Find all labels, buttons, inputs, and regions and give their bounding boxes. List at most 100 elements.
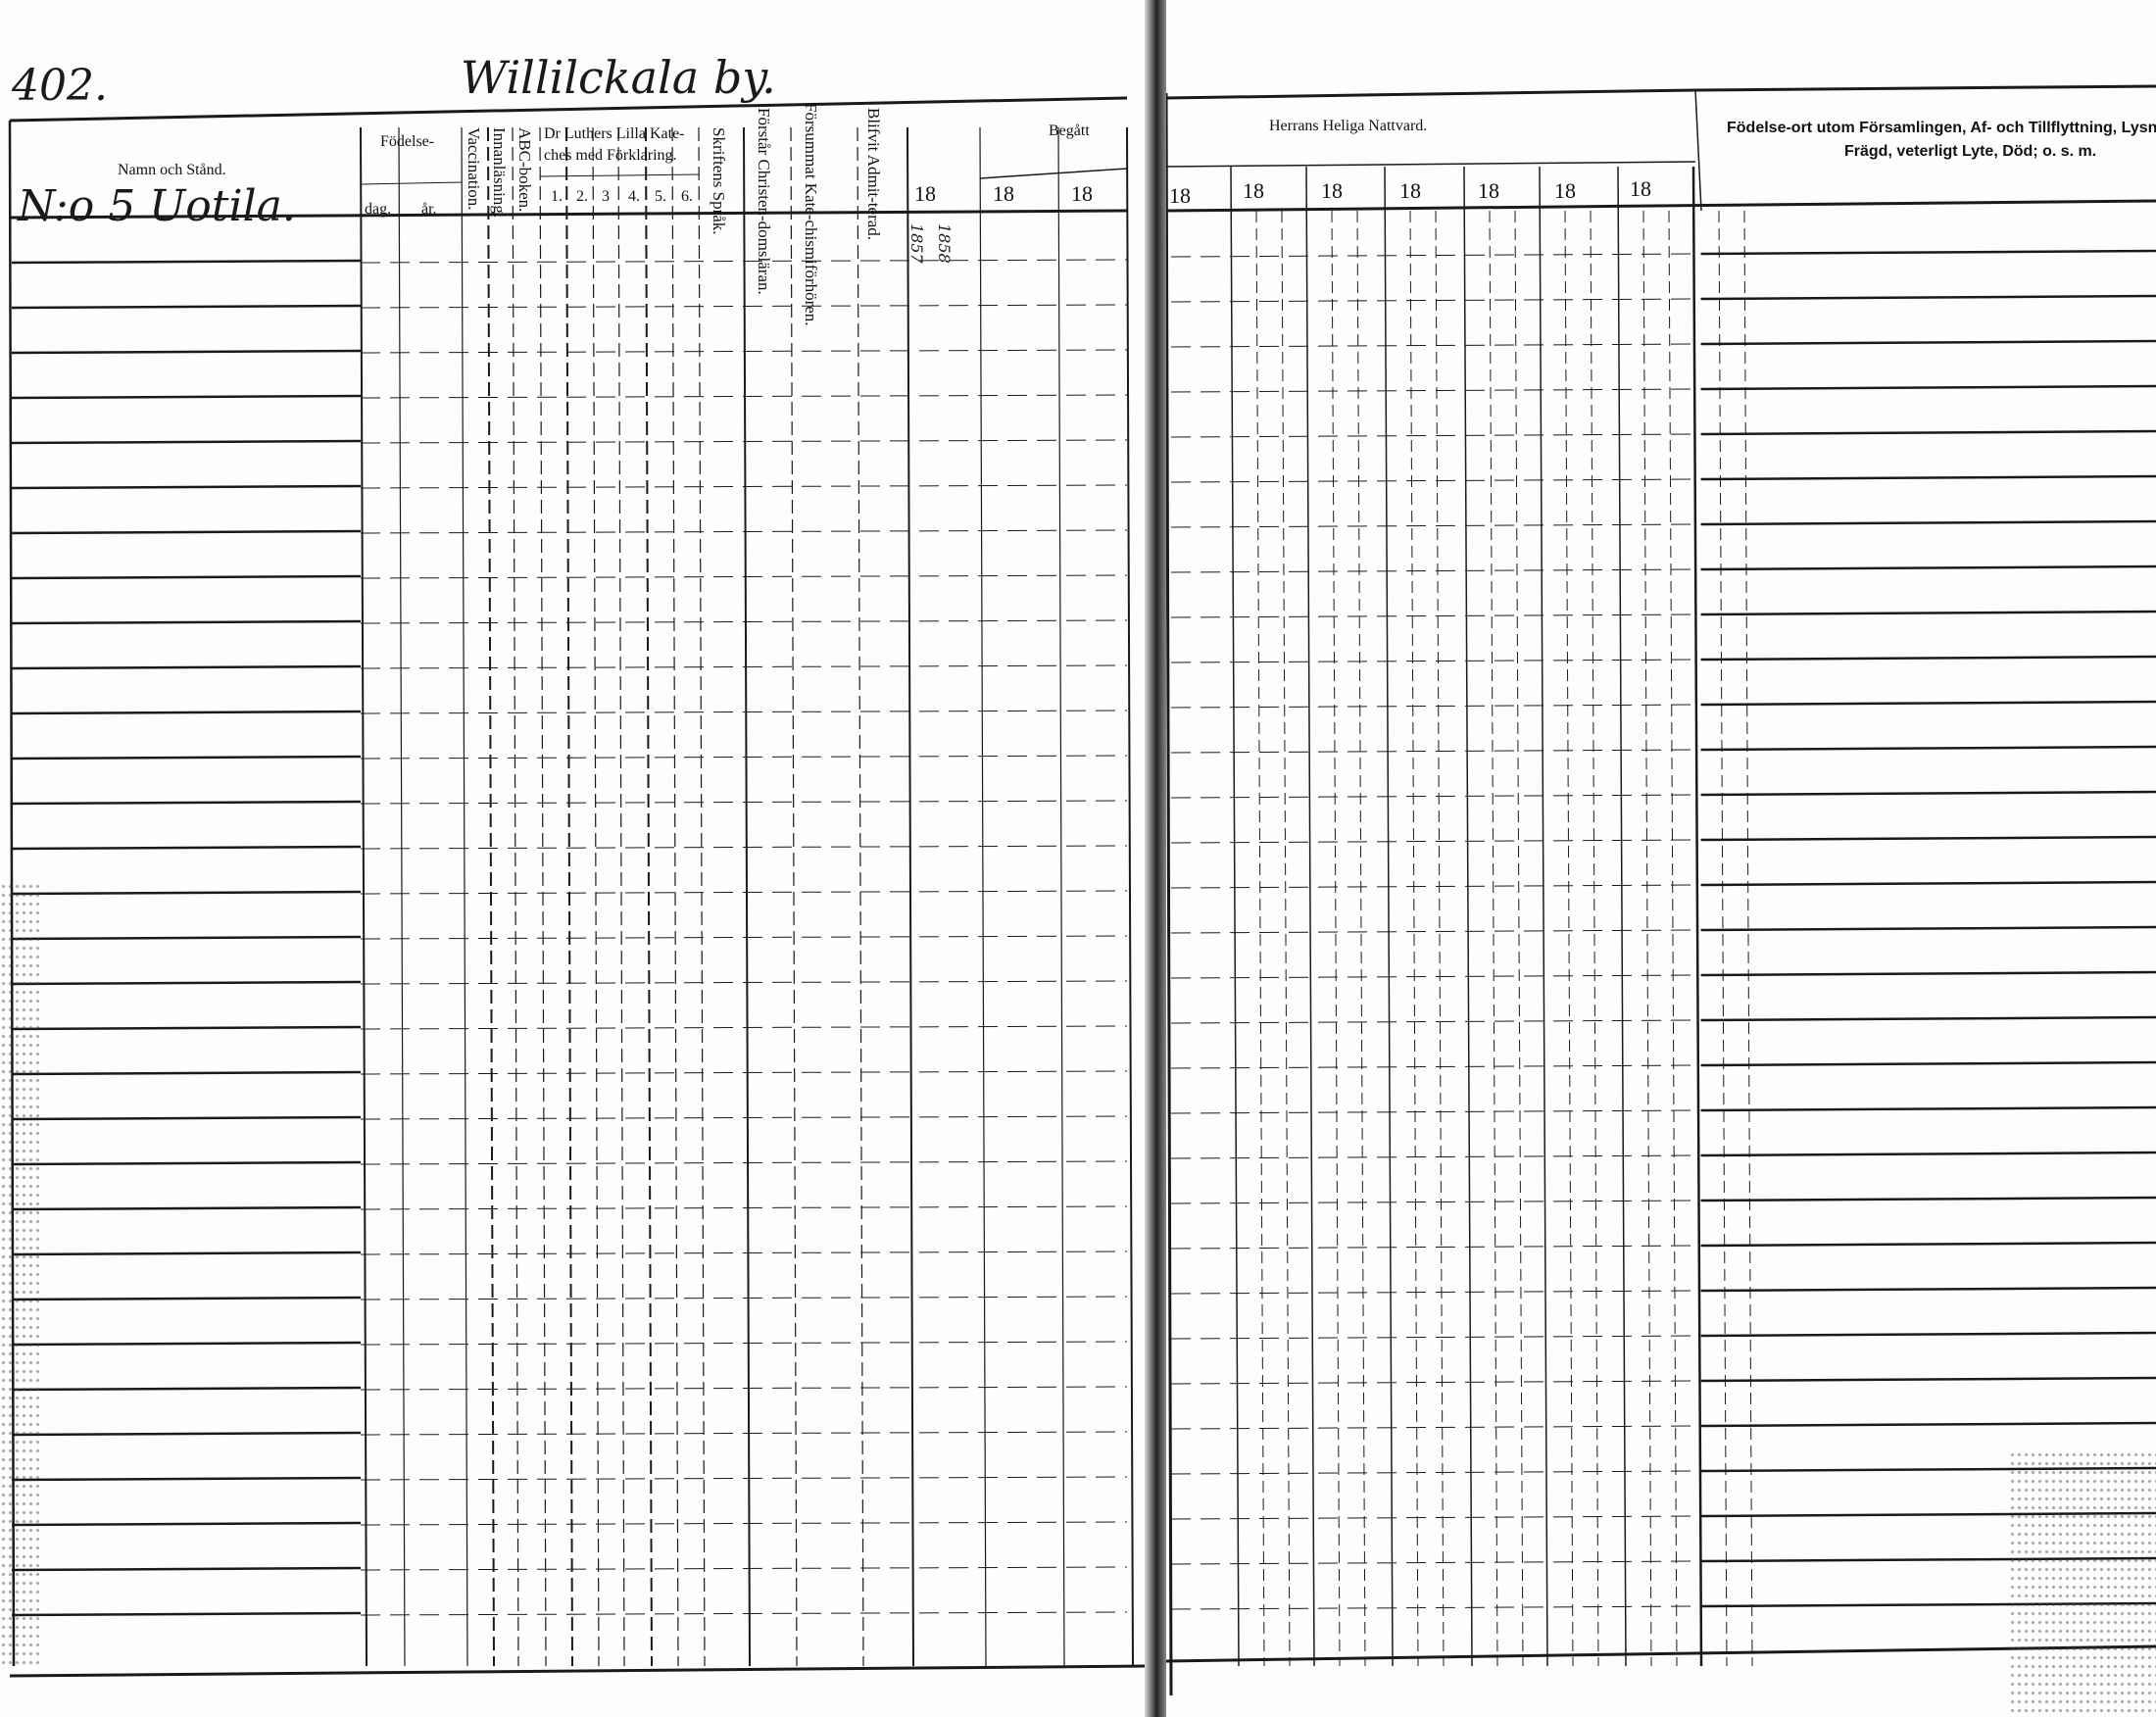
column-rule [906, 126, 914, 1667]
header-vaccination: Vaccination. [465, 127, 483, 211]
entry-row-rule [11, 619, 362, 625]
column-subrule [1356, 210, 1366, 1667]
entry-row-rule [1170, 1200, 1702, 1204]
header-top-rule [9, 96, 1128, 123]
header-committed: Begått [1049, 123, 1090, 139]
page-number: 402. [12, 61, 108, 111]
header-birth: Födelse- [380, 133, 435, 150]
entry-row-rule [1700, 384, 2156, 391]
entry-row-rule [1170, 253, 1702, 258]
column-subrule [1281, 210, 1291, 1667]
catechism-part-label: 6. [681, 188, 693, 205]
entry-row-rule [1170, 659, 1702, 663]
entry-row-rule [360, 1115, 1128, 1120]
entry-row-rule [1170, 1515, 1702, 1520]
column-rule [1539, 166, 1548, 1667]
column-rule [1230, 166, 1240, 1667]
entry-row-rule [360, 259, 1128, 264]
header-abc-book: ABC-boken. [515, 127, 534, 213]
header-remarks-line1: Födelse-ort utom Församlingen, Af- och T… [1727, 120, 2156, 136]
entry-row-rule [1170, 1425, 1702, 1430]
entry-row-rule [1700, 1196, 2156, 1202]
entry-row-rule [11, 755, 362, 760]
column-rule [617, 126, 625, 1667]
entry-row-rule [360, 1025, 1128, 1030]
entry-row-rule [1700, 474, 2156, 481]
entry-row-rule [360, 935, 1128, 940]
year-col-label: 18 [1071, 181, 1093, 206]
column-rule [360, 126, 368, 1667]
entry-row-rule [11, 349, 362, 355]
scan-noise [0, 882, 39, 1666]
entry-row-rule [1700, 790, 2156, 797]
entry-row-rule [1700, 1241, 2156, 1248]
year-row-rule [1165, 161, 1696, 168]
entry-row-rule [1170, 298, 1702, 303]
column-rule [1384, 166, 1394, 1667]
entry-row-rule [1700, 745, 2156, 752]
entry-row-rule [1700, 1421, 2156, 1428]
entry-row-rule [1170, 929, 1702, 934]
entry-row-rule [1170, 1154, 1702, 1159]
entry-row-rule [11, 1115, 362, 1121]
entry-row-rule [1700, 880, 2156, 887]
entry-row-rule [11, 1070, 362, 1076]
entry-row-rule [11, 1341, 362, 1347]
entry-row-rule [1170, 433, 1702, 438]
entry-row-rule [360, 1431, 1128, 1436]
column-subrule [1255, 210, 1265, 1667]
entry-row-rule [1700, 564, 2156, 571]
entry-row-rule [11, 394, 362, 400]
header-catechism: Dr Luthers Lilla Kate-ches med Förklarin… [544, 125, 685, 164]
header-remarks-line2: Frägd, veterligt Lyte, Död; o. s. m. [1844, 143, 2097, 160]
column-subrule [1489, 210, 1498, 1667]
entry-row-rule [1700, 655, 2156, 662]
entry-row-rule [1700, 700, 2156, 707]
catechism-part-label: 1. [551, 188, 563, 205]
entry-row-rule [1170, 1470, 1702, 1475]
entry-row-rule [360, 710, 1128, 714]
entry-row-rule [1170, 794, 1702, 799]
entry-row-rule [360, 484, 1128, 489]
page-bottom-rule [1165, 1644, 2156, 1663]
column-rule [1057, 126, 1065, 1667]
header-reading: Innanläsning. [490, 127, 509, 219]
column-rule [698, 126, 706, 1667]
entry-row-rule [1170, 1605, 1702, 1610]
entry-row-rule [1170, 343, 1702, 348]
entry-row-rule [11, 1296, 362, 1301]
entry-row-rule [1700, 1376, 2156, 1383]
right-page-border [1164, 92, 1173, 1696]
header-top-rule [1165, 88, 1696, 100]
entry-row-rule [1700, 970, 2156, 977]
birth-subrule [360, 181, 463, 185]
header-missed-catechism: Försummat Kate-chismiförhören. [802, 103, 820, 326]
header-scripture-language: Skriftens Språk. [710, 127, 728, 235]
column-rule [1305, 166, 1315, 1667]
column-rule [512, 126, 519, 1667]
entry-row-rule [11, 935, 362, 941]
year-col-label: 18 [1554, 178, 1576, 203]
column-subrule [1642, 210, 1652, 1667]
entry-row-rule [1700, 835, 2156, 842]
entry-row-rule [1700, 1286, 2156, 1293]
column-rule [979, 126, 987, 1667]
column-subrule [1409, 210, 1419, 1667]
entry-row-rule [1170, 1335, 1702, 1340]
entry-row-rule [1700, 610, 2156, 616]
column-rule [539, 126, 547, 1667]
column-rule [398, 126, 406, 1667]
entry-row-rule [11, 574, 362, 580]
entry-row-rule [1170, 1290, 1702, 1295]
entry-row-rule [1170, 884, 1702, 889]
header-name: Namn och Stånd. [118, 162, 226, 178]
entry-row-rule [1170, 1560, 1702, 1565]
page-bottom-rule [9, 1664, 1148, 1678]
column-subrule [1514, 210, 1524, 1667]
entry-row-rule [11, 1611, 362, 1617]
entry-row-rule [11, 710, 362, 715]
column-rule [645, 126, 653, 1667]
entry-row-rule [11, 1386, 362, 1392]
column-subrule [1564, 210, 1574, 1667]
entry-row-rule [360, 349, 1128, 354]
